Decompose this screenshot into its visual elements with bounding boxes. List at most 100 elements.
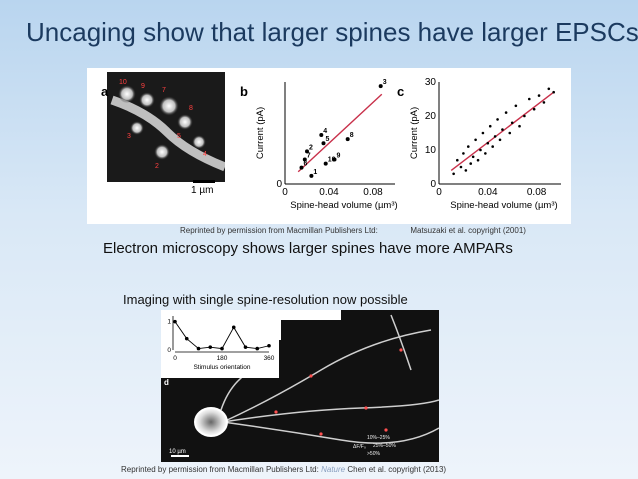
figure-bottom: d 0 180 360 1 0 Stimulus orientation 10 µm 10… — [161, 310, 439, 462]
inset-data-point — [243, 345, 248, 349]
y-tick-label: 0 — [276, 179, 282, 190]
data-point — [484, 152, 487, 155]
svg-text:7: 7 — [162, 87, 166, 94]
inset-x-tick: 360 — [264, 355, 275, 362]
credit-bottom: Reprinted by permission from Macmillan P… — [121, 465, 446, 474]
credit-bottom-journal: Nature — [321, 465, 346, 474]
legend-axis: ΔF/F₀ — [353, 444, 366, 450]
y-axis-label: Current (pA) — [409, 107, 420, 159]
x-axis-label: Spine-head volume (µm³) — [450, 200, 557, 211]
data-point — [491, 145, 494, 148]
data-point — [321, 141, 326, 146]
point-label: 2 — [309, 144, 313, 151]
inset-data-point — [255, 346, 260, 351]
data-point — [479, 148, 482, 152]
panel-c-label: c — [397, 84, 405, 99]
inset-y-tick: 0 — [167, 347, 171, 354]
scale-label: 1 µm — [191, 185, 214, 196]
x-tick-label: 0.08 — [363, 187, 383, 198]
point-label: 8 — [350, 132, 354, 139]
data-point — [496, 118, 499, 121]
svg-text:5: 5 — [177, 133, 181, 140]
data-point — [486, 141, 490, 145]
data-point — [456, 158, 459, 162]
inset-data-point — [208, 345, 213, 349]
data-point — [508, 131, 512, 135]
legend: 10%–25% 25%–50% >50% ΔF/F₀ — [353, 435, 396, 457]
panel-d-label: d — [164, 378, 169, 387]
data-point — [510, 121, 514, 125]
scale-bar — [193, 180, 215, 183]
data-point — [459, 165, 463, 169]
inset-x-tick: 0 — [173, 355, 177, 362]
x-tick-label: 0 — [436, 187, 442, 198]
data-point — [319, 133, 324, 138]
data-point — [504, 111, 508, 114]
point-label: 9 — [337, 153, 341, 160]
subtitle-em: Electron microscopy shows larger spines … — [103, 240, 513, 257]
x-tick-label: 0 — [282, 187, 288, 198]
legend-entry-3: >50% — [367, 451, 380, 457]
inset-data-point — [196, 346, 201, 351]
data-point — [488, 124, 492, 128]
legend-entry-1: 10%–25% — [367, 435, 390, 441]
data-point — [527, 97, 531, 101]
svg-text:2: 2 — [155, 163, 159, 170]
inset-y-tick: 1 — [167, 319, 171, 326]
svg-text:4: 4 — [203, 151, 207, 158]
credit-top-suffix: Matsuzaki et al. copyright (2001) — [410, 226, 526, 235]
x-tick-label: 0.04 — [478, 187, 498, 198]
data-point — [323, 161, 328, 166]
svg-text:10: 10 — [119, 79, 127, 86]
point-label: 5 — [326, 136, 330, 143]
inset-data-point — [220, 346, 224, 351]
data-point — [305, 149, 309, 154]
data-point — [302, 157, 307, 162]
data-point — [345, 137, 350, 142]
inset-x-tick: 180 — [217, 355, 228, 362]
data-point — [552, 90, 555, 94]
data-point — [471, 155, 475, 159]
data-point — [498, 138, 502, 142]
dendrite-image: 10 9 7 8 3 2 4 5 — [110, 79, 225, 172]
inset-data-point — [184, 336, 189, 341]
data-point — [481, 131, 485, 135]
data-point — [462, 152, 465, 155]
credit-bottom-suffix: Chen et al. copyright (2013) — [347, 465, 447, 474]
data-point — [299, 165, 304, 170]
y-tick-label: 20 — [425, 111, 437, 122]
data-point — [532, 107, 536, 111]
inset-data-point — [173, 319, 177, 324]
x-tick-label: 0.08 — [527, 187, 547, 198]
inset-background — [161, 310, 279, 378]
panel-a-label: a — [101, 84, 109, 99]
data-point — [464, 169, 468, 172]
x-axis-label: Spine-head volume (µm³) — [290, 200, 397, 211]
point-label: 6 — [304, 161, 308, 168]
y-tick-label: 10 — [425, 145, 437, 156]
inset-chart: 0 180 360 1 0 Stimulus orientation — [167, 316, 275, 371]
data-point — [474, 138, 477, 142]
svg-text:3: 3 — [127, 133, 131, 140]
x-tick-label: 0.04 — [319, 187, 339, 198]
data-point — [493, 135, 497, 138]
data-point — [378, 84, 383, 89]
scale-label-bottom: 10 µm — [169, 449, 186, 455]
data-point — [542, 101, 546, 104]
data-point — [523, 114, 526, 118]
point-label: 10 — [328, 157, 336, 164]
data-point — [452, 172, 455, 176]
subtitle-imaging: Imaging with single spine-resolution now… — [123, 292, 408, 307]
slide-title: Uncaging show that larger spines have la… — [26, 17, 638, 47]
credit-top-prefix: Reprinted by permission from Macmillan P… — [180, 226, 378, 235]
data-point — [518, 124, 521, 128]
y-tick-label: 30 — [425, 77, 437, 88]
data-point — [547, 87, 551, 91]
credit-bottom-prefix: Reprinted by permission from Macmillan P… — [121, 465, 319, 474]
legend-entry-2: 25%–50% — [373, 443, 396, 449]
data-point — [466, 145, 470, 148]
data-point — [501, 128, 504, 131]
point-label: 7 — [307, 153, 311, 160]
